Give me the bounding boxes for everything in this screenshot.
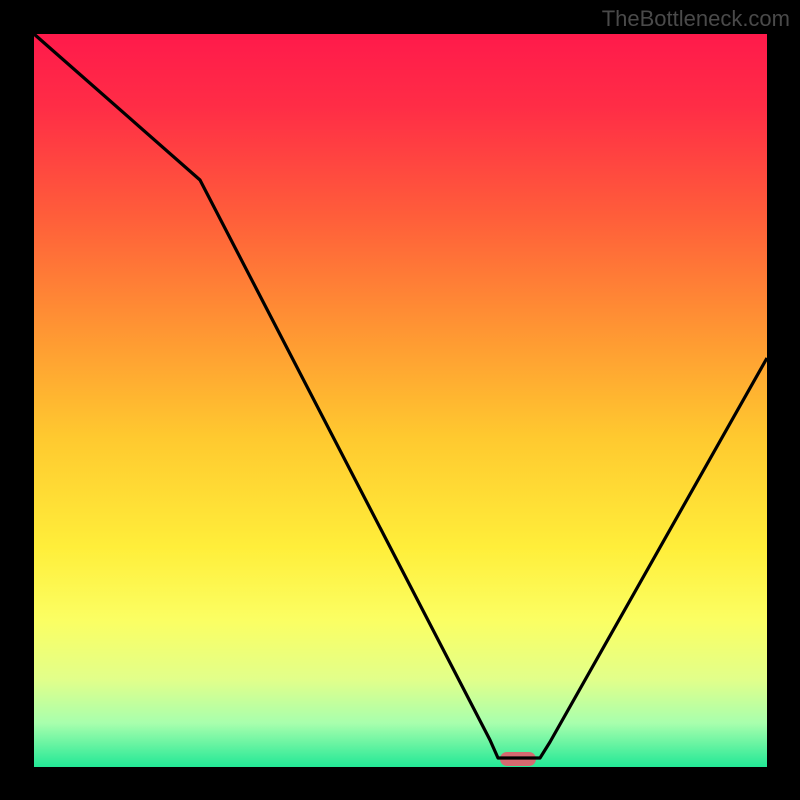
plot-background	[34, 34, 767, 767]
chart-canvas	[0, 0, 800, 800]
watermark-text: TheBottleneck.com	[602, 6, 790, 32]
bottleneck-chart	[0, 0, 800, 800]
